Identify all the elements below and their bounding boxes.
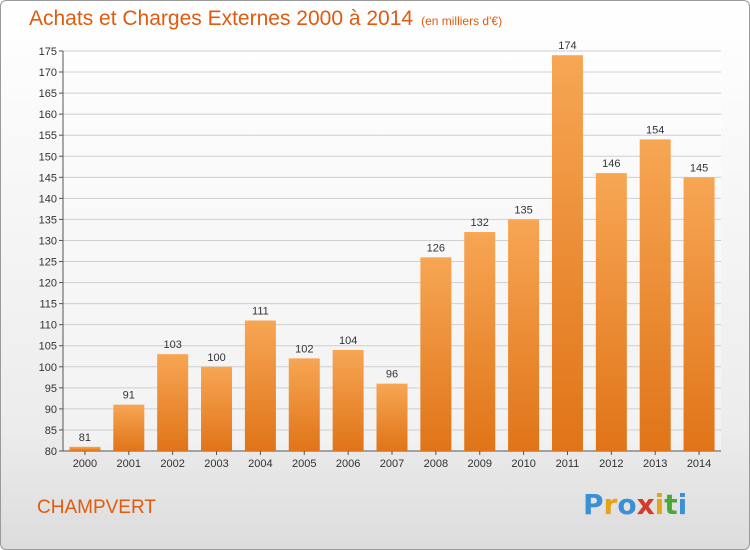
y-tick-label: 115 (39, 299, 57, 311)
logo-letter: t (664, 488, 678, 521)
y-tick-label: 125 (39, 257, 57, 269)
bar-value-label: 81 (79, 432, 91, 444)
bar (113, 404, 145, 451)
x-tick-label: 2014 (687, 458, 711, 470)
x-tick-label: 2002 (160, 458, 184, 470)
bar-value-label: 104 (339, 335, 357, 347)
bar-value-label: 146 (602, 158, 620, 170)
x-tick-label: 2007 (380, 458, 404, 470)
y-tick-label: 155 (39, 130, 57, 142)
bar (376, 383, 408, 451)
y-tick-label: 135 (39, 214, 57, 226)
bar-value-label: 174 (558, 40, 576, 52)
x-tick-label: 2008 (424, 458, 448, 470)
y-tick-label: 120 (39, 278, 57, 290)
bar-value-label: 100 (207, 352, 225, 364)
x-tick-label: 2004 (248, 458, 272, 470)
bar (683, 177, 715, 451)
chart-unit: (en milliers d'€) (421, 14, 503, 28)
bar (639, 139, 671, 451)
bar (464, 232, 496, 451)
x-tick-label: 2006 (336, 458, 360, 470)
bar-value-label: 145 (690, 162, 708, 174)
place-name: CHAMPVERT (37, 497, 156, 518)
y-tick-label: 145 (39, 172, 57, 184)
bar (508, 219, 540, 451)
bar-value-label: 132 (471, 217, 489, 229)
x-tick-label: 2011 (556, 458, 580, 470)
logo-letter: o (617, 488, 637, 521)
y-tick-label: 110 (39, 320, 57, 332)
logo-letter: r (603, 488, 618, 521)
bar (244, 320, 276, 451)
logo-letter: x (636, 488, 655, 521)
x-tick-label: 2013 (643, 458, 667, 470)
bar-value-label: 126 (427, 242, 445, 254)
bar-value-label: 103 (163, 339, 181, 351)
bar (157, 354, 189, 451)
bar-value-label: 135 (514, 204, 532, 216)
x-tick-label: 2009 (467, 458, 491, 470)
y-tick-label: 90 (45, 404, 57, 416)
x-tick-label: 2000 (73, 458, 97, 470)
x-tick-label: 2010 (511, 458, 535, 470)
logo-letter: i (654, 488, 665, 521)
y-tick-label: 80 (45, 446, 57, 458)
y-tick-label: 105 (39, 341, 57, 353)
bar (551, 55, 583, 452)
y-tick-label: 150 (39, 151, 57, 163)
bar-value-label: 154 (646, 124, 664, 136)
y-tick-label: 140 (39, 193, 57, 205)
y-tick-label: 100 (39, 362, 57, 374)
y-tick-label: 165 (39, 88, 57, 100)
x-tick-label: 2012 (599, 458, 623, 470)
bar (595, 173, 627, 451)
bar-value-label: 102 (295, 343, 313, 355)
y-tick-label: 85 (45, 425, 57, 437)
bar (288, 358, 320, 451)
bar-value-label: 91 (123, 390, 135, 402)
logo-letter: i (677, 488, 688, 521)
x-tick-label: 2003 (204, 458, 228, 470)
bar (332, 349, 364, 451)
proxiti-logo: Proxiti (583, 488, 687, 521)
bar (201, 366, 233, 451)
x-tick-label: 2001 (117, 458, 141, 470)
y-tick-label: 175 (39, 46, 57, 58)
bar (69, 446, 101, 451)
chart-title-text: Achats et Charges Externes 2000 à 2014 (29, 7, 414, 30)
chart-title: Achats et Charges Externes 2000 à 2014 (e… (29, 7, 502, 31)
logo-letter: P (583, 488, 604, 521)
bar-value-label: 96 (386, 369, 398, 381)
x-tick-label: 2005 (292, 458, 316, 470)
y-tick-label: 160 (39, 109, 57, 121)
y-tick-label: 130 (39, 235, 57, 247)
bar (420, 257, 452, 451)
y-tick-label: 95 (45, 383, 57, 395)
bar-value-label: 111 (252, 305, 269, 317)
y-tick-label: 170 (39, 67, 57, 79)
